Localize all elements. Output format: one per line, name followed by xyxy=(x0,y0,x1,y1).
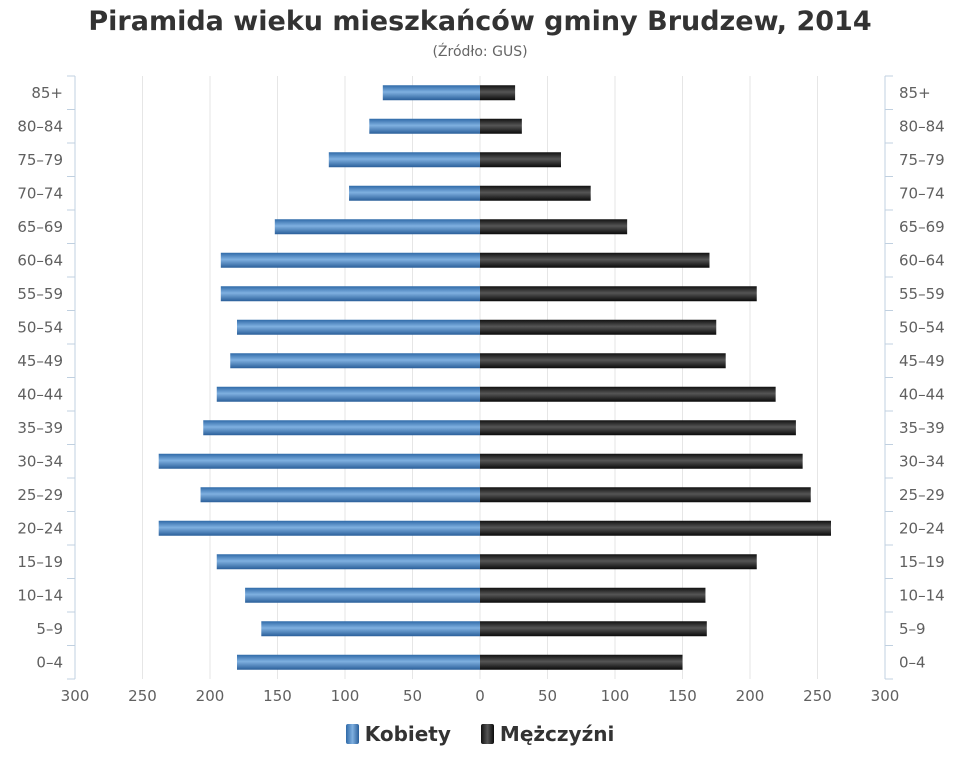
y-tick-label-left: 75–79 xyxy=(17,151,63,169)
x-tick-label: 250 xyxy=(803,687,832,705)
bar-kobiety[interactable] xyxy=(220,252,481,268)
y-tick-label-right: 75–79 xyxy=(899,151,945,169)
y-tick-label-right: 25–29 xyxy=(899,486,945,504)
bar-mezczyzni[interactable] xyxy=(480,621,707,637)
chart-subtitle: (Źródło: GUS) xyxy=(432,44,528,60)
y-tick-label-right: 35–39 xyxy=(899,419,945,437)
y-tick-label-right: 70–74 xyxy=(899,184,945,202)
y-tick-label-left: 5–9 xyxy=(36,620,63,638)
y-tick-label-left: 0–4 xyxy=(36,653,63,671)
bar-mezczyzni[interactable] xyxy=(480,453,803,469)
x-tick-label: 100 xyxy=(331,687,360,705)
y-tick-label-left: 40–44 xyxy=(17,385,63,403)
legend-label-kobiety: Kobiety xyxy=(364,722,451,746)
x-tick-label: 0 xyxy=(475,687,485,705)
bar-mezczyzni[interactable] xyxy=(480,386,776,402)
bar-kobiety[interactable] xyxy=(349,185,480,201)
x-tick-label: 150 xyxy=(668,687,697,705)
y-tick-label-right: 15–19 xyxy=(899,553,945,571)
y-tick-label-right: 80–84 xyxy=(899,117,945,135)
y-tick-label-right: 85+ xyxy=(899,84,931,102)
x-tick-label: 200 xyxy=(736,687,765,705)
legend-label-mezczyzni: Mężczyźni xyxy=(499,722,615,746)
y-tick-label-left: 35–39 xyxy=(17,419,63,437)
y-tick-label-left: 25–29 xyxy=(17,486,63,504)
legend-item-mezczyzni[interactable]: Mężczyźni xyxy=(480,722,615,746)
bar-mezczyzni[interactable] xyxy=(480,85,516,101)
x-tick-label: 300 xyxy=(871,687,900,705)
x-tick-label: 250 xyxy=(128,687,157,705)
y-tick-label-right: 65–69 xyxy=(899,218,945,236)
bar-kobiety[interactable] xyxy=(328,152,480,168)
bar-mezczyzni[interactable] xyxy=(480,353,726,369)
legend-item-kobiety[interactable]: Kobiety xyxy=(345,722,451,746)
y-tick-label-left: 30–34 xyxy=(17,452,63,470)
y-tick-label-right: 20–24 xyxy=(899,519,945,537)
legend-swatch-kobiety xyxy=(345,724,359,744)
y-tick-label-right: 50–54 xyxy=(899,318,945,336)
bar-mezczyzni[interactable] xyxy=(480,587,706,603)
x-tick-label: 50 xyxy=(403,687,422,705)
y-tick-label-right: 45–49 xyxy=(899,352,945,370)
bar-mezczyzni[interactable] xyxy=(480,286,757,302)
y-tick-label-left: 45–49 xyxy=(17,352,63,370)
bar-kobiety[interactable] xyxy=(237,319,480,335)
bar-mezczyzni[interactable] xyxy=(480,118,522,134)
bar-kobiety[interactable] xyxy=(203,420,480,436)
y-tick-label-right: 30–34 xyxy=(899,452,945,470)
y-tick-label-right: 0–4 xyxy=(899,653,926,671)
y-tick-label-left: 70–74 xyxy=(17,184,63,202)
x-tick-label: 150 xyxy=(263,687,292,705)
bar-mezczyzni[interactable] xyxy=(480,487,811,503)
chart-title: Piramida wieku mieszkańców gminy Brudzew… xyxy=(88,6,872,37)
bar-kobiety[interactable] xyxy=(216,386,480,402)
bar-kobiety[interactable] xyxy=(158,453,480,469)
bar-mezczyzni[interactable] xyxy=(480,219,628,235)
y-tick-label-left: 20–24 xyxy=(17,519,63,537)
y-tick-label-left: 80–84 xyxy=(17,117,63,135)
x-tick-label: 200 xyxy=(196,687,225,705)
legend: Kobiety Mężczyźni xyxy=(0,722,960,746)
bar-kobiety[interactable] xyxy=(382,85,480,101)
bar-mezczyzni[interactable] xyxy=(480,420,796,436)
bar-kobiety[interactable] xyxy=(274,219,480,235)
x-tick-label: 100 xyxy=(601,687,630,705)
y-tick-label-right: 5–9 xyxy=(899,620,926,638)
x-tick-label: 50 xyxy=(538,687,557,705)
y-tick-label-left: 15–19 xyxy=(17,553,63,571)
bar-mezczyzni[interactable] xyxy=(480,520,831,536)
bar-mezczyzni[interactable] xyxy=(480,185,591,201)
bar-kobiety[interactable] xyxy=(261,621,480,637)
y-tick-label-right: 55–59 xyxy=(899,285,945,303)
y-tick-label-left: 65–69 xyxy=(17,218,63,236)
bar-kobiety[interactable] xyxy=(245,587,480,603)
bar-mezczyzni[interactable] xyxy=(480,554,757,570)
y-tick-label-right: 40–44 xyxy=(899,385,945,403)
y-tick-label-left: 55–59 xyxy=(17,285,63,303)
y-tick-label-left: 60–64 xyxy=(17,251,63,269)
bar-mezczyzni[interactable] xyxy=(480,152,561,168)
y-tick-label-right: 10–14 xyxy=(899,586,945,604)
y-tick-label-left: 50–54 xyxy=(17,318,63,336)
bar-mezczyzni[interactable] xyxy=(480,654,683,670)
bar-kobiety[interactable] xyxy=(220,286,481,302)
y-tick-label-left: 85+ xyxy=(31,84,63,102)
bar-mezczyzni[interactable] xyxy=(480,252,710,268)
bar-kobiety[interactable] xyxy=(237,654,480,670)
bar-kobiety[interactable] xyxy=(369,118,480,134)
y-tick-label-right: 60–64 xyxy=(899,251,945,269)
bar-kobiety[interactable] xyxy=(216,554,480,570)
bar-kobiety[interactable] xyxy=(230,353,480,369)
bar-kobiety[interactable] xyxy=(200,487,481,503)
legend-swatch-mezczyzni xyxy=(480,724,494,744)
x-tick-label: 300 xyxy=(61,687,90,705)
bar-kobiety[interactable] xyxy=(158,520,480,536)
y-tick-label-left: 10–14 xyxy=(17,586,63,604)
bar-mezczyzni[interactable] xyxy=(480,319,717,335)
